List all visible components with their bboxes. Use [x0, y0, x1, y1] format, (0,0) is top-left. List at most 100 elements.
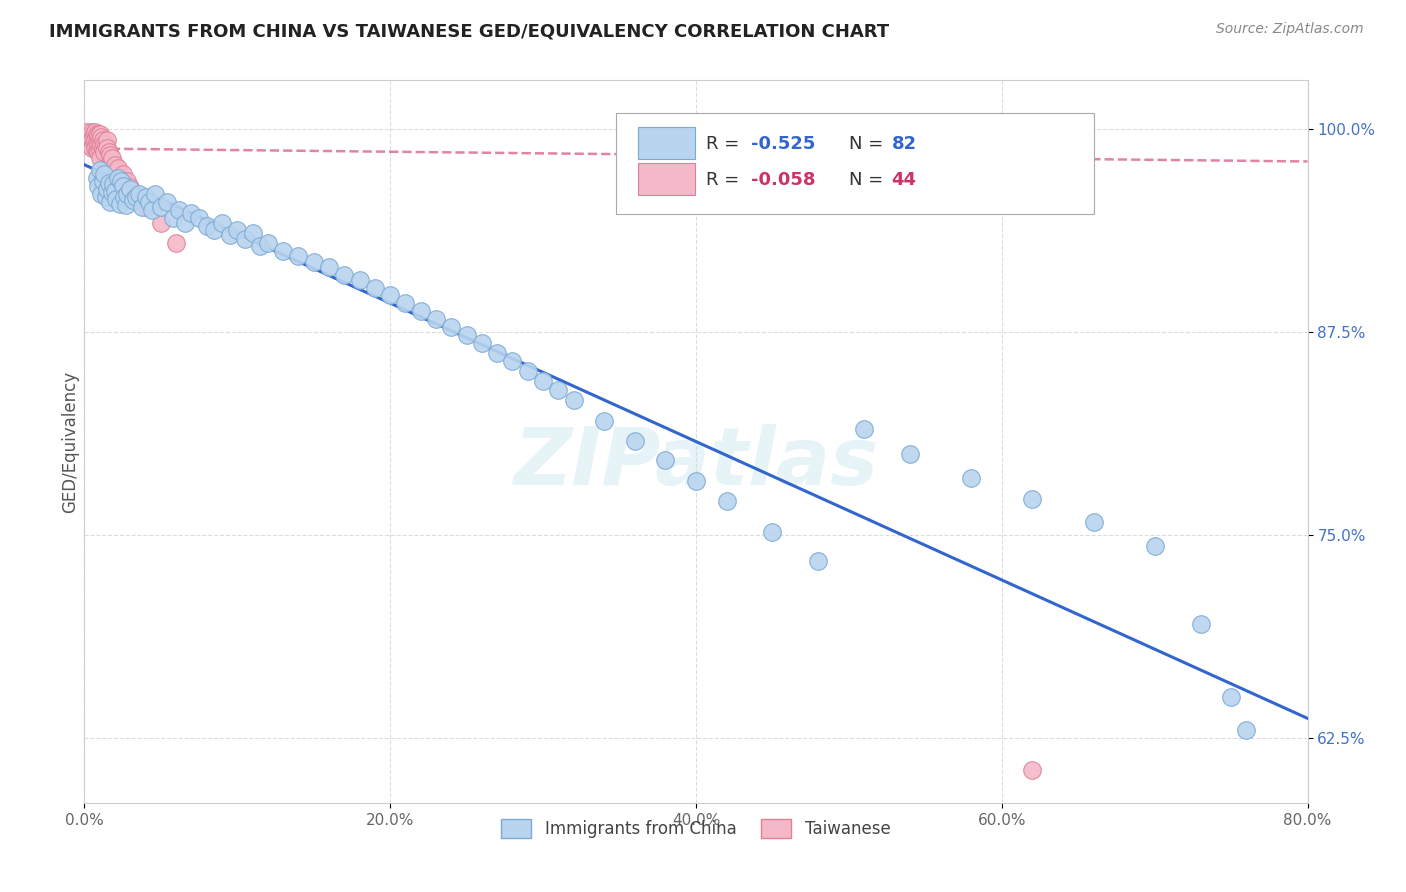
Point — [249, 239, 271, 253]
Point — [440, 320, 463, 334]
Text: 44: 44 — [891, 171, 917, 189]
Point — [685, 475, 707, 489]
Point — [547, 384, 569, 398]
Point — [90, 186, 112, 201]
Point — [898, 447, 921, 461]
Point — [87, 128, 110, 143]
Point — [349, 273, 371, 287]
Point — [486, 346, 509, 360]
Point — [105, 192, 128, 206]
Point — [562, 393, 585, 408]
Point — [593, 414, 616, 428]
Legend: Immigrants from China, Taiwanese: Immigrants from China, Taiwanese — [495, 813, 897, 845]
Point — [96, 141, 118, 155]
Point — [135, 200, 157, 214]
Point — [425, 312, 447, 326]
Point — [104, 158, 127, 172]
FancyBboxPatch shape — [638, 128, 695, 159]
Point — [174, 216, 197, 230]
Point — [114, 198, 136, 212]
Point — [111, 178, 134, 193]
Point — [531, 374, 554, 388]
Point — [135, 190, 157, 204]
Point — [125, 190, 148, 204]
Point — [87, 145, 110, 159]
Point — [87, 136, 110, 151]
Point — [149, 200, 172, 214]
Point — [380, 287, 402, 301]
Point — [79, 138, 101, 153]
Point — [162, 211, 184, 226]
Point — [97, 176, 120, 190]
Text: 82: 82 — [891, 135, 917, 153]
Point — [89, 143, 111, 157]
Point — [108, 196, 131, 211]
Point — [93, 145, 115, 159]
Point — [86, 127, 108, 141]
Point — [120, 180, 142, 194]
Point — [76, 125, 98, 139]
Point — [287, 249, 309, 263]
Point — [716, 493, 738, 508]
Point — [93, 136, 115, 151]
Point — [364, 281, 387, 295]
Point — [188, 211, 211, 226]
Point — [91, 141, 114, 155]
Point — [84, 125, 107, 139]
Point — [77, 130, 100, 145]
Point — [89, 151, 111, 165]
Point — [195, 219, 218, 234]
Text: N =: N = — [849, 171, 883, 189]
Text: IMMIGRANTS FROM CHINA VS TAIWANESE GED/EQUIVALENCY CORRELATION CHART: IMMIGRANTS FROM CHINA VS TAIWANESE GED/E… — [49, 22, 890, 40]
Point — [115, 174, 138, 188]
Point — [1021, 764, 1043, 778]
Point — [202, 222, 225, 236]
Point — [654, 453, 676, 467]
Y-axis label: GED/Equivalency: GED/Equivalency — [62, 370, 80, 513]
Point — [143, 186, 166, 201]
Point — [97, 145, 120, 159]
Point — [86, 135, 108, 149]
Point — [516, 364, 538, 378]
Point — [89, 162, 111, 177]
Point — [1083, 515, 1105, 529]
Point — [131, 200, 153, 214]
Point — [394, 295, 416, 310]
Point — [165, 235, 187, 250]
Point — [180, 206, 202, 220]
Point — [128, 186, 150, 201]
Point — [91, 174, 114, 188]
Text: -0.058: -0.058 — [751, 171, 815, 189]
Point — [107, 170, 129, 185]
Point — [94, 190, 117, 204]
Point — [90, 138, 112, 153]
Point — [409, 303, 432, 318]
Point — [84, 141, 107, 155]
Point — [94, 138, 117, 153]
Point — [83, 127, 105, 141]
Point — [107, 161, 129, 175]
Point — [853, 422, 876, 436]
Point — [1143, 539, 1166, 553]
Point — [149, 216, 172, 230]
Point — [96, 182, 118, 196]
Point — [87, 178, 110, 193]
Point — [111, 168, 134, 182]
Point — [84, 133, 107, 147]
Point — [96, 133, 118, 147]
Point — [211, 216, 233, 230]
Point — [101, 151, 124, 165]
Point — [456, 328, 478, 343]
Point — [120, 182, 142, 196]
Point — [218, 227, 240, 242]
Point — [141, 203, 163, 218]
Point — [101, 186, 124, 200]
Text: N =: N = — [849, 135, 883, 153]
Point — [226, 222, 249, 236]
Point — [242, 226, 264, 240]
Point — [89, 127, 111, 141]
Point — [1189, 617, 1212, 632]
Point — [115, 186, 138, 201]
Point — [318, 260, 340, 274]
Point — [1220, 690, 1243, 705]
